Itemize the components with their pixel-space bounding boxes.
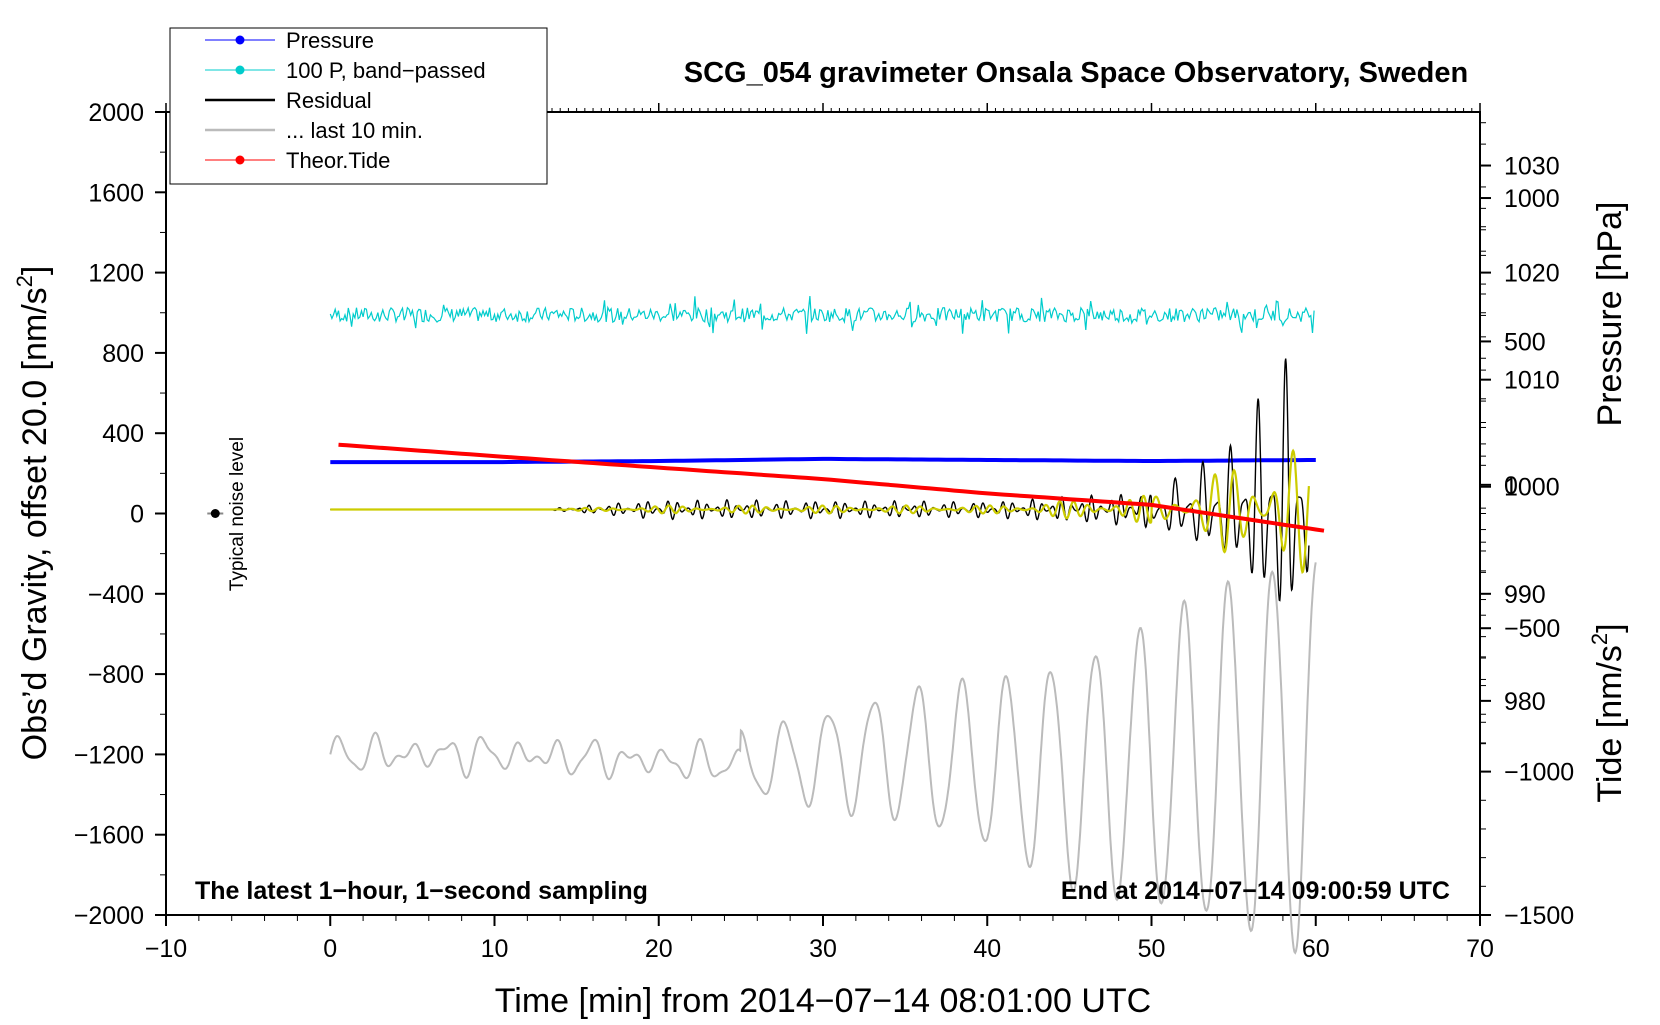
tide-axis-label: Tide [nm/s2] — [1587, 623, 1629, 802]
series-tide-line — [338, 442, 1325, 533]
y-tick-label: 0 — [130, 501, 144, 529]
series-band-passed-line — [329, 296, 1315, 334]
x-tick-label: 10 — [481, 935, 509, 963]
x-tick-label: −10 — [145, 935, 187, 963]
x-axis-label: Time [min] from 2014−07−14 08:01:00 UTC — [495, 982, 1151, 1020]
series-last-10-min-line — [329, 562, 1317, 955]
pressure-tick-label: 1020 — [1504, 260, 1560, 288]
y-tick-label: 400 — [102, 420, 144, 448]
tide-tick-label: 500 — [1504, 328, 1546, 356]
annotation-left: The latest 1−hour, 1−second sampling — [195, 877, 648, 905]
x-tick-label: 60 — [1302, 935, 1330, 963]
legend-marker — [235, 155, 245, 165]
legend-marker — [235, 35, 245, 45]
legend-label: Pressure — [286, 28, 374, 53]
tide-tick-label: −1000 — [1504, 759, 1574, 787]
annotation-right: End at 2014−07−14 09:00:59 UTC — [1061, 877, 1450, 905]
legend-label: Residual — [286, 88, 372, 113]
series-residual-filtered-line — [330, 448, 1310, 574]
chart-title: SCG_054 gravimeter Onsala Space Observat… — [684, 57, 1468, 89]
tide-tick-label: 0 — [1504, 472, 1518, 500]
legend-label: Theor.Tide — [286, 148, 390, 173]
axis-ticks: −10 0 10 20 30 40 50 60 702000160012008004000−40… — [74, 99, 1574, 963]
noise-level-point — [210, 509, 220, 518]
pressure-tick-label: 980 — [1504, 688, 1546, 716]
series-pressure-line — [330, 456, 1316, 465]
x-tick-label: 0 — [323, 935, 337, 963]
legend: Pressure 100 P, band−passed Residual ... la… — [169, 27, 548, 185]
y-tick-label: −1600 — [74, 822, 144, 850]
series-layer — [207, 296, 1325, 955]
tide-tick-label: 1000 — [1504, 185, 1560, 213]
pressure-axis-label: Pressure [hPa] — [1591, 202, 1629, 427]
y-tick-label: 1600 — [88, 179, 144, 207]
y-tick-label: 800 — [102, 340, 144, 368]
x-tick-label: 70 — [1466, 935, 1494, 963]
y-tick-label: −400 — [88, 581, 144, 609]
pressure-tick-label: 1030 — [1504, 153, 1560, 181]
legend-label: 100 P, band−passed — [286, 58, 486, 83]
legend-marker — [235, 65, 245, 75]
x-tick-label: 30 — [809, 935, 837, 963]
y-tick-label: −1200 — [74, 741, 144, 769]
pressure-tick-label: 990 — [1504, 581, 1546, 609]
legend-label: ... last 10 min. — [286, 118, 423, 143]
pressure-tick-label: 1010 — [1504, 367, 1560, 395]
legend-box — [169, 27, 548, 185]
noise-level-label: Typical noise level — [227, 437, 248, 591]
x-tick-label: 20 — [645, 935, 673, 963]
plot-frame — [165, 111, 1481, 916]
x-tick-label: 40 — [973, 935, 1001, 963]
y-tick-label: 1200 — [88, 260, 144, 288]
tide-tick-label: −1500 — [1504, 902, 1574, 930]
y-tick-label: 2000 — [88, 99, 144, 127]
y-tick-label: −800 — [88, 661, 144, 689]
x-tick-label: 50 — [1138, 935, 1166, 963]
y-axis-label: Obs’d Gravity, offset 20.0 [nm/s2] — [12, 266, 54, 761]
tide-tick-label: −500 — [1504, 615, 1560, 643]
pressure-tick-label: 1000 — [1504, 474, 1560, 502]
y-tick-label: −2000 — [74, 902, 144, 930]
